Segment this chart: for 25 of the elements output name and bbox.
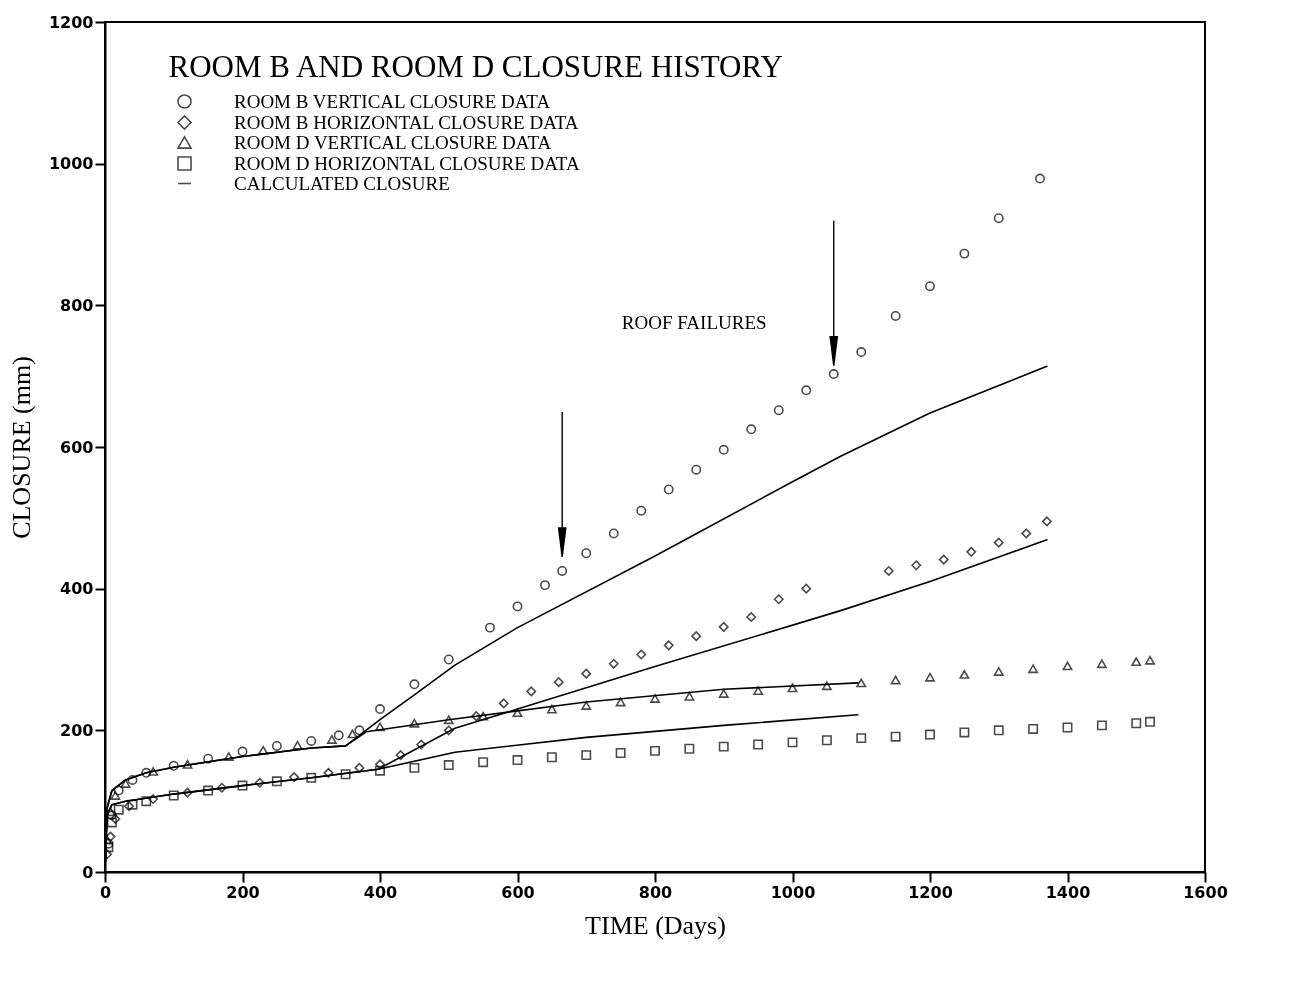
legend-label: ROOM B HORIZONTAL CLOSURE DATA bbox=[234, 111, 579, 133]
text: ROOM B AND ROOM D CLOSURE HISTORY bbox=[168, 49, 783, 84]
x-tick-label: 200 bbox=[226, 882, 260, 902]
x-tick-label: 1400 bbox=[1045, 882, 1091, 902]
legend-label: CALCULATED CLOSURE bbox=[234, 172, 450, 194]
y-tick-label: 1000 bbox=[48, 154, 94, 174]
x-tick-label: 600 bbox=[501, 882, 535, 902]
x-axis-title: TIME (Days) bbox=[585, 910, 726, 940]
y-tick-label: 400 bbox=[60, 579, 94, 599]
legend-label: ROOM D VERTICAL CLOSURE DATA bbox=[234, 131, 552, 153]
x-tick-label: 1600 bbox=[1183, 882, 1228, 902]
x-tick-label: 1200 bbox=[908, 882, 953, 902]
x-tick-label: 800 bbox=[638, 882, 673, 902]
x-tick-label: 0 bbox=[99, 882, 112, 902]
legend-label: ROOM D HORIZONTAL CLOSURE DATA bbox=[234, 152, 580, 174]
annotation: ROOF FAILURES bbox=[621, 312, 767, 334]
y-tick-label: 1200 bbox=[48, 12, 94, 32]
y-axis-title: CLOSURE (mm) bbox=[6, 356, 36, 539]
y-tick-label: 600 bbox=[60, 437, 94, 457]
y-tick-label: 800 bbox=[60, 295, 94, 315]
x-tick-label: 400 bbox=[363, 882, 398, 902]
y-tick-label: 0 bbox=[82, 862, 94, 882]
x-tick-label: 1000 bbox=[770, 882, 816, 902]
y-tick-label: 200 bbox=[60, 720, 94, 740]
legend-label: ROOM B VERTICAL CLOSURE DATA bbox=[234, 90, 551, 112]
